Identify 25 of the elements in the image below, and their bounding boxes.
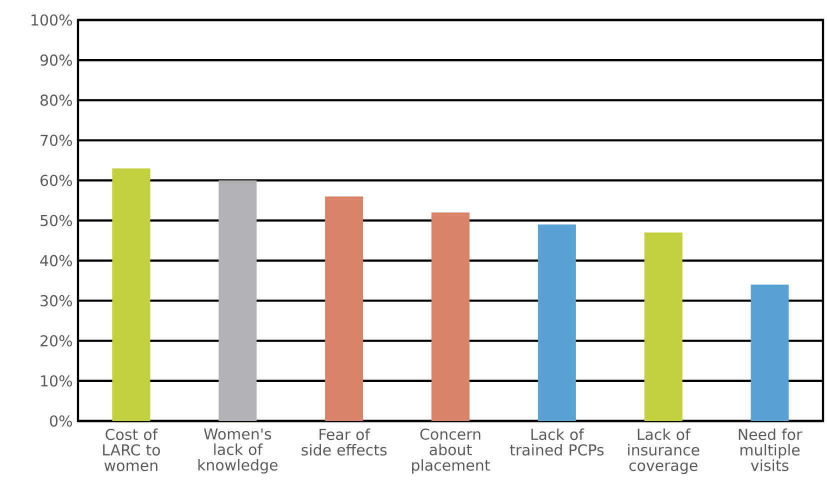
y-tick-label: 90% [40, 54, 72, 66]
y-tick-label: 50% [40, 214, 72, 226]
bar [112, 168, 150, 421]
bar [750, 284, 789, 421]
x-tick-label: Women's lack of knowledge [198, 428, 278, 474]
y-tick-label: 30% [40, 295, 72, 306]
x-tick-label: Lack of trained PCPs [510, 428, 604, 456]
y-tick-label: 100% [32, 14, 72, 26]
x-tick-label: Concern about placement [412, 428, 490, 474]
bar [325, 196, 364, 421]
y-tick-label: 40% [40, 254, 72, 266]
y-tick-label: 60% [40, 174, 72, 186]
y-tick-label: 80% [40, 94, 72, 106]
x-tick-label: Cost of LARC to women [103, 428, 160, 472]
bar [538, 224, 576, 421]
x-tick-label: Fear of side effects [302, 428, 387, 456]
x-tick-label: Need for multiple visits [738, 428, 802, 472]
y-tick-label: 70% [40, 134, 72, 146]
bar [644, 232, 682, 421]
y-tick-label: 0% [50, 415, 72, 427]
bar [218, 180, 257, 421]
y-tick-label: 10% [41, 375, 72, 387]
y-tick-label: 20% [40, 335, 72, 346]
x-tick-label: Lack of insurance coverage [628, 428, 700, 474]
bar [432, 212, 470, 421]
